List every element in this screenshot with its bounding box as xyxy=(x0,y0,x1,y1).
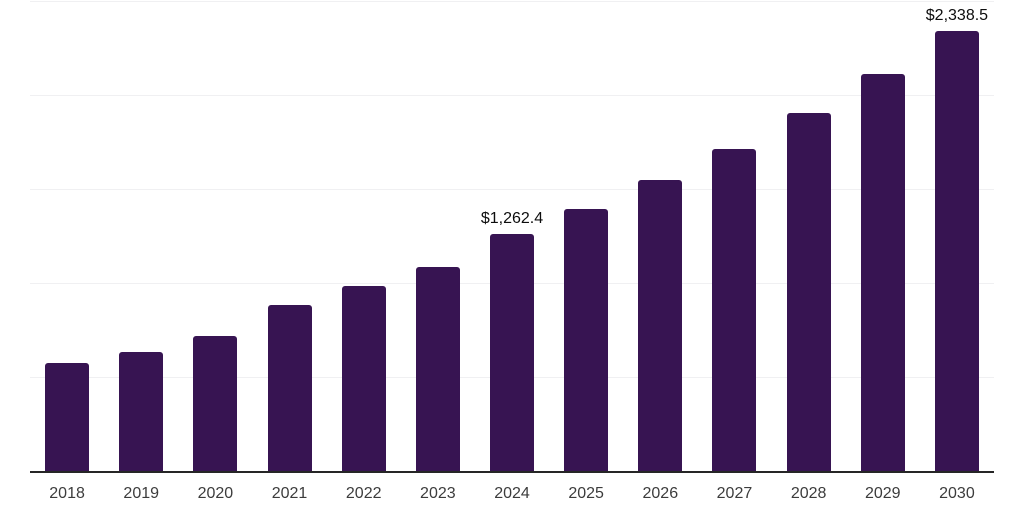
bar-value-label: $2,338.5 xyxy=(925,7,989,25)
gridline xyxy=(30,189,994,190)
bar-2018 xyxy=(45,363,90,471)
bar-2029 xyxy=(860,74,905,471)
bar-2019 xyxy=(119,351,164,471)
bar-2026 xyxy=(638,179,683,471)
x-tick-label: 2026 xyxy=(642,485,679,502)
x-tick-label: 2028 xyxy=(790,485,827,502)
x-axis-line xyxy=(30,471,994,473)
x-tick-label: 2024 xyxy=(494,485,530,502)
x-tick-label: 2030 xyxy=(939,485,975,502)
x-tick-label: 2029 xyxy=(864,485,901,502)
bar-2030 xyxy=(934,31,979,471)
x-tick-label: 2018 xyxy=(49,485,85,502)
x-tick-label: 2025 xyxy=(568,485,604,502)
x-tick-label: 2020 xyxy=(197,485,234,502)
bar-2020 xyxy=(193,336,238,471)
bar-2028 xyxy=(786,112,831,471)
x-tick-label: 2022 xyxy=(345,485,382,502)
x-tick-label: 2021 xyxy=(271,485,308,502)
gridline xyxy=(30,1,994,2)
x-tick-label: 2019 xyxy=(123,485,160,502)
bar-value-label: $1,262.4 xyxy=(480,209,544,227)
x-tick-label: 2027 xyxy=(716,485,753,502)
bar-2023 xyxy=(415,267,460,471)
bar-2021 xyxy=(267,304,312,471)
bar-2024 xyxy=(490,233,534,471)
bar-2025 xyxy=(564,208,609,471)
bar-2027 xyxy=(712,148,757,471)
bar-2022 xyxy=(341,286,386,471)
x-tick-label: 2023 xyxy=(420,485,456,502)
gridline xyxy=(30,95,994,96)
